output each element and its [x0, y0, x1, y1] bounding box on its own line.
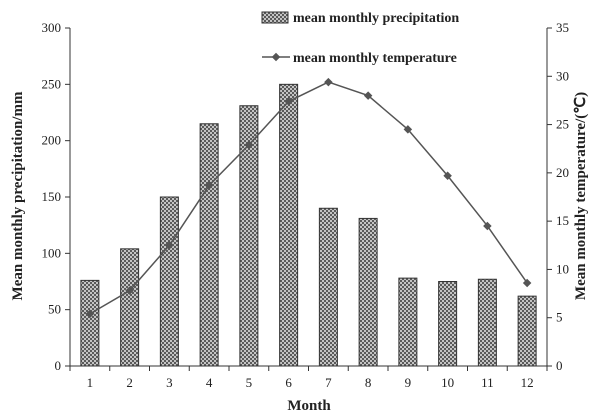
y2-tick-label: 20 [556, 165, 569, 180]
bar-precipitation-6 [279, 83, 299, 367]
point-temperature-8 [363, 91, 373, 100]
legend: mean monthly precipitation mean monthly … [261, 11, 459, 66]
legend-label-temperature: mean monthly temperature [293, 51, 457, 66]
y-tick-label: 50 [48, 302, 61, 317]
x-tick-label-2: 2 [126, 375, 133, 390]
line-temperature [89, 81, 528, 315]
bar-precipitation-2 [120, 248, 140, 367]
point-temperature-12 [522, 278, 532, 288]
x-tick-label-9: 9 [405, 375, 412, 390]
point-temperature-9 [403, 125, 413, 134]
y-tick-label: 300 [42, 20, 62, 35]
point-temperature-5 [244, 140, 254, 150]
point-temperature-10 [443, 171, 452, 180]
bar-precipitation-3 [159, 196, 179, 367]
x-tick-label-11: 11 [481, 375, 494, 390]
x-tick-label-12: 12 [521, 375, 534, 390]
bar-precipitation-9 [398, 277, 418, 367]
y2-tick-label: 15 [556, 213, 569, 228]
x-axis-title: Month [287, 398, 331, 414]
bar-precipitation-8 [358, 217, 378, 367]
x-tick-label-3: 3 [166, 375, 173, 390]
legend-swatch-precipitation [261, 11, 289, 24]
x-tick-label-5: 5 [246, 375, 253, 390]
x-tick-label-1: 1 [87, 375, 94, 390]
legend-marker-temperature [271, 52, 281, 62]
x-tick-label-8: 8 [365, 375, 372, 390]
x-tick-label-10: 10 [441, 375, 454, 390]
bar-precipitation-11 [477, 278, 497, 367]
y2-tick-label: 30 [556, 68, 569, 83]
legend-label-precipitation: mean monthly precipitation [293, 11, 459, 26]
y2-axis-title: Mean monthly temperature/(℃) [573, 92, 589, 300]
y-axis-title: Mean monthly precipitation/mm [10, 91, 26, 300]
y2-tick-label: 10 [556, 261, 569, 276]
point-temperature-3 [165, 241, 174, 250]
point-temperature-6 [284, 97, 293, 106]
point-temperature-7 [324, 77, 333, 87]
bar-precipitation-4 [199, 123, 219, 367]
y2-tick-label: 0 [556, 358, 563, 373]
y-tick-label: 150 [42, 189, 62, 204]
y2-tick-label: 5 [556, 310, 563, 325]
x-tick-label-6: 6 [285, 375, 292, 390]
x-tick-label-4: 4 [206, 375, 213, 390]
bar-precipitation-10 [438, 281, 458, 367]
y2-tick-label: 25 [556, 117, 569, 132]
y-tick-label: 100 [42, 245, 62, 260]
point-temperature-2 [125, 286, 134, 295]
bar-precipitation-7 [318, 207, 338, 367]
point-temperature-11 [483, 221, 492, 231]
x-tick-label-7: 7 [325, 375, 332, 390]
y-tick-label: 250 [42, 76, 62, 91]
point-temperature-4 [204, 181, 214, 190]
y-tick-label: 200 [42, 133, 62, 148]
bar-precipitation-1 [80, 279, 100, 367]
y-tick-label: 0 [55, 358, 62, 373]
bar-precipitation-12 [517, 295, 537, 367]
y2-tick-label: 35 [556, 20, 569, 35]
point-temperature-1 [85, 309, 95, 319]
